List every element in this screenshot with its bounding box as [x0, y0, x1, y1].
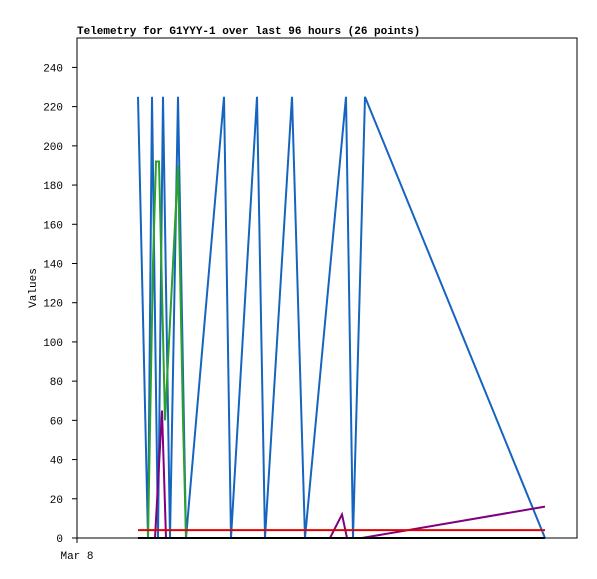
y-tick-label: 100	[43, 338, 63, 350]
y-tick-label: 40	[50, 456, 63, 468]
y-tick-label: 160	[43, 220, 63, 232]
y-axis-label: Values	[28, 268, 40, 308]
x-tick-label: Mar 8	[60, 551, 93, 563]
series-line	[147, 160, 187, 539]
y-tick-label: 60	[50, 416, 63, 428]
y-tick-label: 140	[43, 259, 63, 271]
y-tick-label: 220	[43, 103, 63, 115]
series-line	[137, 96, 546, 539]
y-tick-label: 180	[43, 181, 63, 193]
y-tick-label: 120	[43, 299, 63, 311]
y-tick-label: 20	[50, 495, 63, 507]
y-tick-label: 240	[43, 63, 63, 75]
chart-title: Telemetry for G1YYY-1 over last 96 hours…	[77, 26, 420, 38]
series-line	[154, 410, 546, 539]
y-tick-label: 200	[43, 142, 63, 154]
y-tick-label: 80	[50, 377, 63, 389]
y-tick-label: 0	[56, 534, 63, 546]
